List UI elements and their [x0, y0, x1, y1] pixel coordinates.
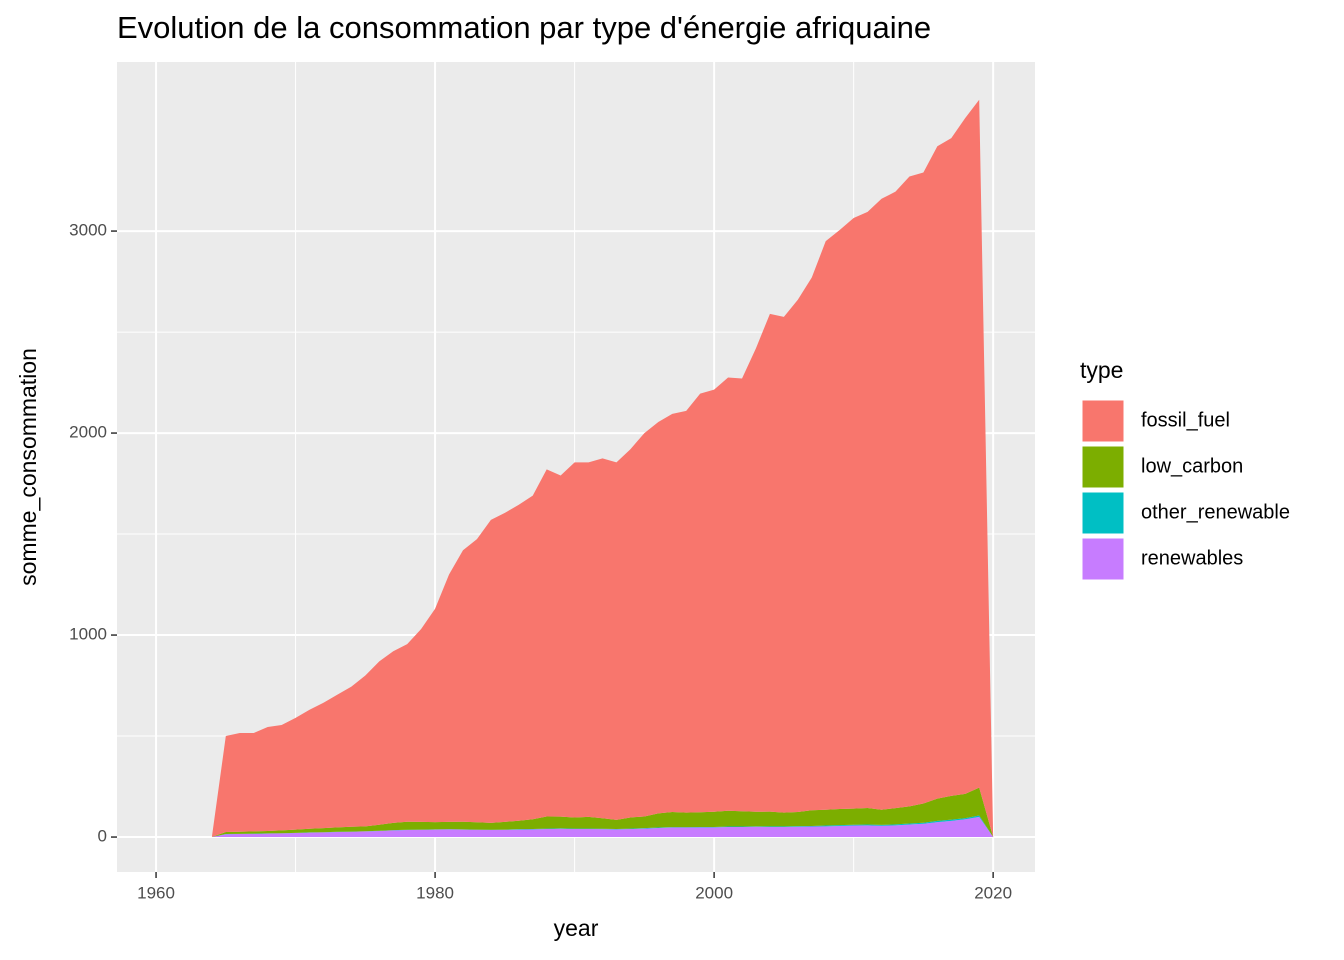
legend-title: type	[1080, 357, 1123, 383]
legend-label: fossil_fuel	[1141, 409, 1230, 431]
legend-label: renewables	[1141, 547, 1243, 569]
y-tick-label: 0	[98, 827, 107, 846]
legend-key	[1081, 399, 1125, 443]
x-tick-label: 2000	[695, 883, 733, 902]
area	[211, 787, 994, 838]
area	[211, 816, 994, 838]
area	[211, 99, 994, 838]
legend-key	[1081, 491, 1125, 535]
legend-label: other_renewable	[1141, 501, 1290, 523]
x-tick-label: 1960	[137, 883, 175, 902]
chart-title: Evolution de la consommation par type d'…	[117, 10, 931, 45]
y-tick-label: 3000	[69, 221, 107, 240]
y-tick-label: 2000	[69, 423, 107, 442]
x-axis-title: year	[554, 915, 599, 941]
y-tick-label: 1000	[69, 625, 107, 644]
legend-key	[1081, 445, 1125, 489]
x-tick-label: 1980	[416, 883, 454, 902]
legend-label: low_carbon	[1141, 455, 1243, 477]
legend-key	[1081, 537, 1125, 581]
x-tick-label: 2020	[974, 883, 1012, 902]
y-axis-title: somme_consommation	[15, 348, 41, 586]
